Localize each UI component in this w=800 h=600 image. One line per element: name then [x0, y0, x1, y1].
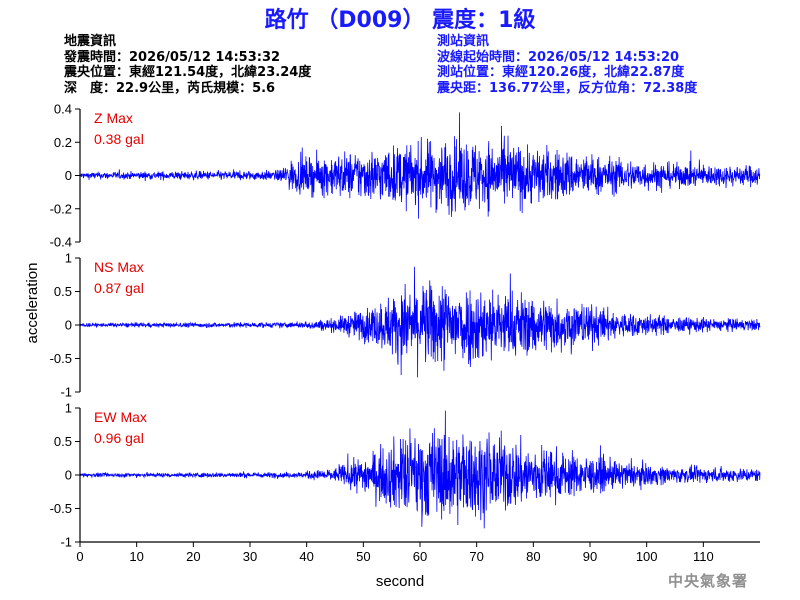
y-tick-label: -1	[60, 385, 72, 400]
waveform-trace-ew	[79, 410, 761, 529]
y-tick-label: 0.5	[54, 434, 72, 449]
y-tick-label: 0	[65, 468, 72, 483]
max-value-ns: 0.87 gal	[94, 280, 144, 296]
y-tick-label: 0	[65, 168, 72, 183]
x-tick-label: 110	[693, 549, 714, 564]
earthquake-info-heading: 地震資訊	[64, 34, 117, 49]
x-tick-label: 30	[243, 549, 257, 564]
epicentral-distance: 震央距：136.77公里，反方位角：72.38度	[437, 80, 698, 96]
y-tick-label: -1	[60, 535, 72, 550]
x-tick-label: 80	[526, 549, 540, 564]
x-axis-label: second	[376, 573, 424, 590]
earthquake-info-block: 地震資訊 發震時間：2026/05/12 14:53:32 震央位置：東經121…	[64, 34, 311, 96]
y-tick-label: 0.5	[54, 284, 72, 299]
depth-magnitude: 深 度：22.9公里，芮氏規模：5.6	[64, 80, 276, 96]
y-tick-label: 0	[65, 318, 72, 333]
x-tick-label: 70	[469, 549, 483, 564]
waveform-trace-z	[79, 112, 761, 219]
epicenter-location: 震央位置：東經121.54度，北緯23.24度	[64, 65, 312, 80]
y-tick-label: -0.5	[50, 501, 72, 516]
x-tick-label: 60	[413, 549, 427, 564]
page-title: 路竹 （D009） 震度：1級	[264, 8, 536, 33]
x-tick-label: 20	[186, 549, 200, 564]
x-tick-label: 100	[636, 549, 658, 564]
wave-start-time: 波線起始時間：2026/05/12 14:53:20	[437, 49, 680, 65]
max-value-ew: 0.96 gal	[94, 430, 144, 446]
x-tick-label: 40	[299, 549, 313, 564]
y-tick-label: -0.4	[50, 235, 72, 250]
max-value-z: 0.38 gal	[94, 131, 144, 147]
origin-time: 發震時間：2026/05/12 14:53:32	[64, 49, 281, 65]
x-tick-label: 90	[583, 549, 597, 564]
station-info-heading: 測站資訊	[437, 34, 490, 49]
x-tick-label: 10	[129, 549, 143, 564]
agency-credit: 中央氣象署	[667, 572, 748, 590]
x-tick-label: 50	[356, 549, 370, 564]
y-axis-label: acceleration	[24, 263, 41, 344]
y-tick-label: 0.4	[54, 102, 72, 117]
station-info-block: 測站資訊 波線起始時間：2026/05/12 14:53:20 測站位置：東經1…	[437, 34, 697, 96]
max-label-ns: NS Max	[94, 259, 144, 275]
max-label-z: Z Max	[94, 110, 133, 126]
waveform-trace-ns	[79, 266, 761, 378]
y-tick-label: 0.2	[54, 135, 72, 150]
max-label-ew: EW Max	[94, 409, 147, 425]
y-tick-label: -0.5	[50, 351, 72, 366]
y-tick-label: 1	[65, 251, 72, 266]
station-location: 測站位置：東經120.26度，北緯22.87度	[437, 65, 685, 80]
y-tick-label: -0.2	[50, 201, 72, 216]
x-tick-label: 0	[76, 549, 83, 564]
y-tick-label: 1	[65, 401, 72, 416]
